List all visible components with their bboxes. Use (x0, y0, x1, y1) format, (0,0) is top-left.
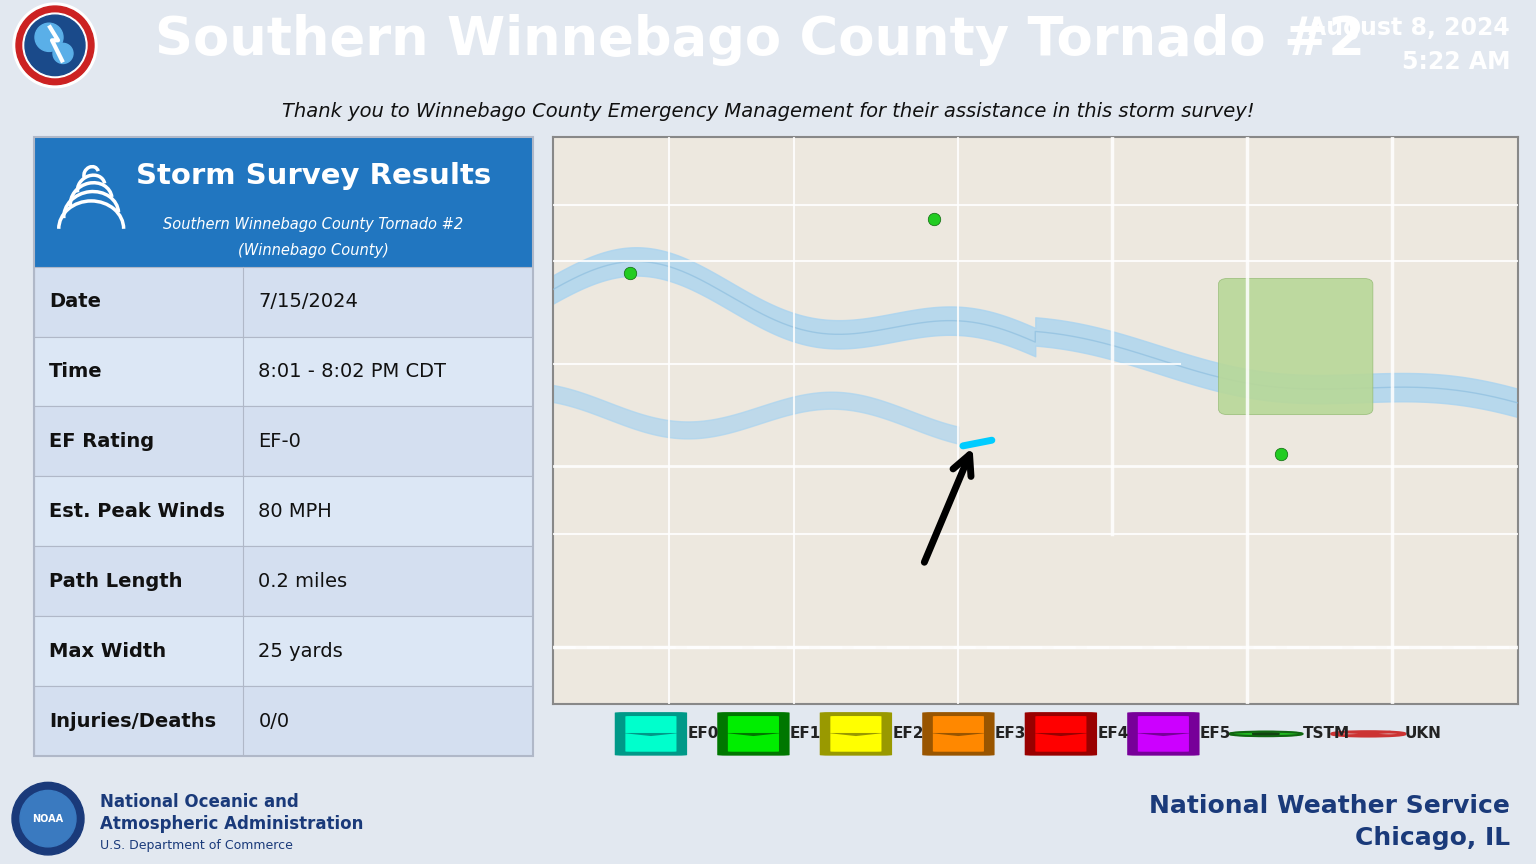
Text: EF3: EF3 (995, 727, 1026, 741)
FancyBboxPatch shape (922, 712, 995, 756)
Text: 25 yards: 25 yards (258, 642, 343, 661)
Polygon shape (725, 733, 782, 736)
Text: August 8, 2024: August 8, 2024 (1309, 16, 1510, 41)
Text: 80 MPH: 80 MPH (258, 502, 332, 521)
Text: Storm Survey Results: Storm Survey Results (135, 162, 492, 189)
Text: U.S. Department of Commerce: U.S. Department of Commerce (100, 839, 293, 853)
Polygon shape (1032, 733, 1091, 736)
FancyBboxPatch shape (625, 716, 676, 752)
FancyBboxPatch shape (1218, 278, 1373, 415)
Text: 0/0: 0/0 (258, 712, 290, 731)
Text: NOAA: NOAA (32, 814, 63, 823)
FancyBboxPatch shape (831, 716, 882, 752)
Polygon shape (929, 733, 988, 736)
Circle shape (12, 3, 97, 88)
Text: National Weather Service: National Weather Service (1149, 793, 1510, 817)
FancyBboxPatch shape (820, 712, 892, 756)
FancyBboxPatch shape (34, 686, 533, 756)
Text: Thank you to Winnebago County Emergency Management for their assistance in this : Thank you to Winnebago County Emergency … (281, 102, 1255, 121)
Text: (Winnebago County): (Winnebago County) (238, 244, 389, 258)
Circle shape (15, 6, 94, 85)
Circle shape (20, 791, 75, 847)
Polygon shape (622, 733, 680, 736)
Text: National Oceanic and: National Oceanic and (100, 792, 298, 810)
Text: EF-0: EF-0 (258, 432, 301, 451)
Text: Injuries/Deaths: Injuries/Deaths (49, 712, 217, 731)
FancyBboxPatch shape (614, 712, 687, 756)
FancyBboxPatch shape (1138, 716, 1189, 752)
FancyBboxPatch shape (717, 712, 790, 756)
Text: 8:01 - 8:02 PM CDT: 8:01 - 8:02 PM CDT (258, 362, 447, 381)
FancyBboxPatch shape (34, 336, 533, 406)
FancyBboxPatch shape (728, 716, 779, 752)
FancyBboxPatch shape (34, 476, 533, 546)
Text: EF4: EF4 (1098, 727, 1129, 741)
FancyBboxPatch shape (34, 267, 533, 336)
Text: Chicago, IL: Chicago, IL (1355, 826, 1510, 850)
Text: Path Length: Path Length (49, 572, 183, 591)
Text: Max Width: Max Width (49, 642, 166, 661)
Circle shape (35, 23, 63, 52)
Circle shape (1229, 732, 1303, 736)
Text: EF2: EF2 (892, 727, 925, 741)
Text: Est. Peak Winds: Est. Peak Winds (49, 502, 224, 521)
FancyBboxPatch shape (34, 546, 533, 616)
Text: Atmospheric Administration: Atmospheric Administration (100, 815, 364, 833)
FancyBboxPatch shape (34, 616, 533, 686)
Circle shape (12, 783, 84, 855)
FancyBboxPatch shape (932, 716, 985, 752)
Circle shape (54, 43, 74, 64)
Text: 5:22 AM: 5:22 AM (1401, 50, 1510, 74)
Circle shape (1252, 733, 1279, 734)
FancyBboxPatch shape (34, 137, 533, 267)
FancyBboxPatch shape (1025, 712, 1097, 756)
Polygon shape (826, 733, 885, 736)
Text: EF1: EF1 (790, 727, 822, 741)
FancyBboxPatch shape (1127, 712, 1200, 756)
Text: EF0: EF0 (688, 727, 719, 741)
Text: Time: Time (49, 362, 103, 381)
Text: Southern Winnebago County Tornado #2: Southern Winnebago County Tornado #2 (163, 218, 464, 232)
FancyBboxPatch shape (34, 406, 533, 476)
Text: 0.2 miles: 0.2 miles (258, 572, 347, 591)
Text: EF Rating: EF Rating (49, 432, 154, 451)
Text: UKN: UKN (1405, 727, 1442, 741)
Circle shape (1332, 732, 1405, 736)
Text: TSTM: TSTM (1303, 727, 1350, 741)
Text: Date: Date (49, 292, 101, 311)
Text: EF5: EF5 (1200, 727, 1232, 741)
Polygon shape (1135, 733, 1192, 736)
FancyBboxPatch shape (1035, 716, 1086, 752)
Text: 7/15/2024: 7/15/2024 (258, 292, 358, 311)
Text: Southern Winnebago County Tornado #2: Southern Winnebago County Tornado #2 (155, 15, 1366, 67)
Circle shape (23, 13, 88, 78)
Circle shape (25, 16, 84, 76)
